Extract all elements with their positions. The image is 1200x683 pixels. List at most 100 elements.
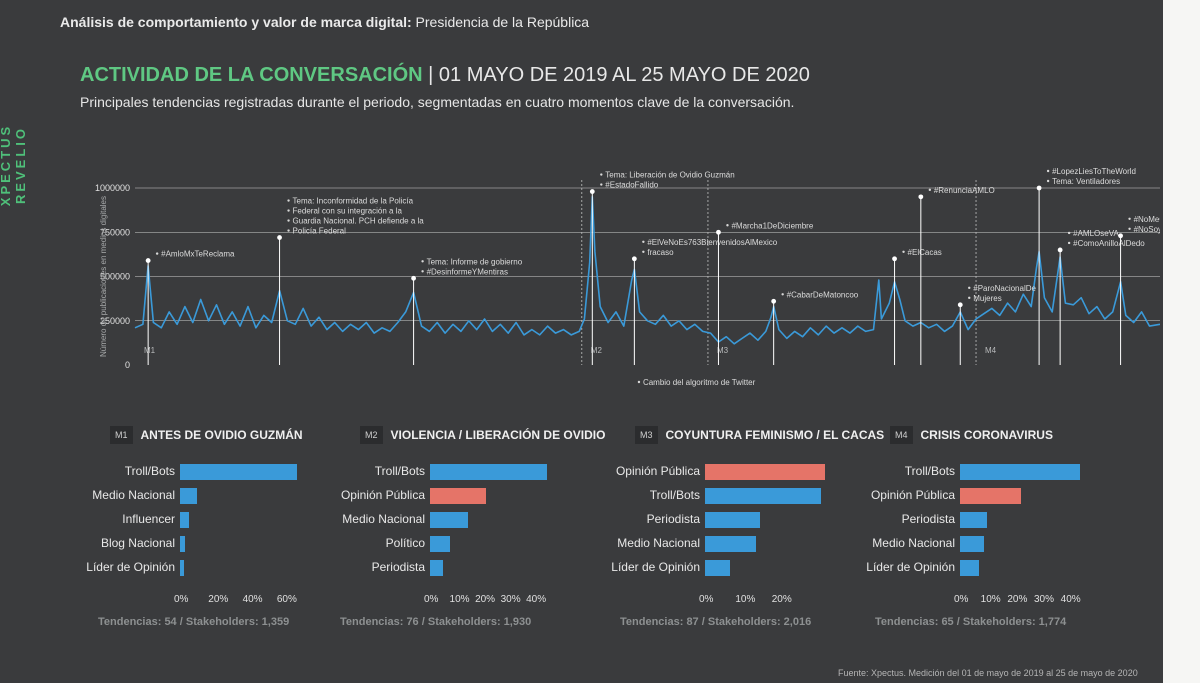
x-tick-label: 10% — [735, 594, 756, 605]
y-tick-label: 750000 — [100, 227, 130, 237]
annotation-dot — [589, 189, 595, 194]
bar-row: Periodista — [635, 510, 835, 530]
segment-tag: M4 — [985, 346, 997, 355]
bar-row: Troll/Bots — [360, 462, 560, 482]
header-rest: Presidencia de la República — [411, 14, 590, 30]
annotation-bullet — [781, 293, 784, 296]
footnote-bullet — [637, 380, 641, 384]
page-header: Análisis de comportamiento y valor de ma… — [60, 14, 589, 30]
segment-panel-m4: M4 CRISIS CORONAVIRUS Troll/Bots Opinión Pú… — [866, 424, 1160, 644]
bar-label: Opinión Pública — [615, 464, 700, 478]
panel-footer: Tendencias: 87 / Stakeholders: 2,016 — [620, 616, 811, 628]
panel-title: VIOLENCIA / LIBERACIÓN DE OVIDIO — [390, 428, 606, 442]
x-tick-label: 30% — [1034, 594, 1055, 605]
bar-label: Medio Nacional — [342, 512, 425, 526]
page-subtitle: Principales tendencias registradas duran… — [80, 94, 795, 110]
annotation-dot — [771, 298, 777, 304]
bar-label: Troll/Bots — [904, 464, 955, 478]
bar — [180, 560, 184, 576]
footer-tendencias: 65 — [941, 616, 954, 628]
annotation-dot — [1036, 185, 1042, 191]
annotation-label: Tema: Inconformidad de la Policía — [293, 197, 414, 206]
bar-row: Medio Nacional — [92, 486, 310, 506]
footer-stakeholders: 1,930 — [503, 616, 532, 628]
annotation-label: #ElCacas — [908, 248, 942, 257]
title-highlight: ACTIVIDAD DE LA CONVERSACIÓN — [80, 64, 423, 86]
bar-label: Líder de Opinión — [611, 560, 700, 574]
annotation-label: Policía Federal — [293, 227, 347, 236]
panel-title: COYUNTURA FEMINISMO / EL CACAS — [665, 428, 885, 442]
x-tick-label: 20% — [1007, 594, 1028, 605]
x-tick-label: 0% — [424, 594, 439, 605]
annotation-dot — [631, 256, 637, 262]
y-axis-label: Número de publicaciones en medios digita… — [99, 196, 108, 357]
x-tick-label: 40% — [1060, 594, 1081, 605]
footer-stakeholders: 1,359 — [261, 616, 290, 628]
footer-tendencias-label: Tendencias: — [620, 616, 687, 628]
bar-label: Opinión Pública — [870, 488, 955, 502]
annotation-bullet — [1067, 231, 1071, 235]
annotation-label: #Marcha1DeDiciembre — [731, 221, 813, 230]
annotation-label: #EstadoFallido — [605, 181, 658, 190]
panel-header: M3 COYUNTURA FEMINISMO / EL CACAS — [635, 424, 884, 446]
panel-tag: M3 — [635, 426, 658, 444]
annotation-bullet — [968, 286, 971, 290]
footer-stakeholders: 1,774 — [1038, 616, 1067, 628]
annotation-bullet — [968, 296, 971, 300]
bar — [960, 488, 1022, 504]
x-tick-label: 60% — [276, 594, 297, 605]
annotation-bullet — [1046, 179, 1050, 183]
header-bold: Análisis de comportamiento y valor de ma… — [60, 14, 412, 30]
bar-row: Troll/Bots — [110, 462, 310, 482]
panel-tag: M1 — [110, 426, 133, 444]
annotation-bullet — [642, 250, 645, 253]
footer-tendencias-label: Tendencias: — [340, 616, 407, 628]
title-rest: | 01 MAYO DE 2019 AL 25 MAYO DE 2020 — [422, 64, 810, 86]
annotation-dot — [411, 275, 416, 281]
bar — [705, 512, 760, 528]
annotation-bullet — [1067, 241, 1071, 245]
bar — [430, 488, 487, 504]
annotation-label: fracaso — [647, 248, 674, 257]
annotation-label: Federal con su integración a la — [293, 207, 403, 216]
footer-stakeholders-label: / Stakeholders: — [418, 616, 504, 628]
annotation-bullet — [928, 188, 932, 192]
brand-vertical: XPECTUS REVELIO — [0, 123, 28, 207]
bar-row: Periodista — [890, 510, 1090, 530]
page-title: ACTIVIDAD DE LA CONVERSACIÓN | 01 MAYO D… — [80, 64, 810, 87]
y-tick-label: 250000 — [100, 316, 130, 326]
panel-title: ANTES DE OVIDIO GUZMÁN — [140, 428, 303, 442]
conversation-line-chart: 1000000 750000 500000 250000 0 Número de publ… — [95, 167, 1160, 387]
panel-footer: Tendencias: 76 / Stakeholders: 1,930 — [340, 616, 531, 628]
bar-label: Periodista — [901, 512, 955, 526]
annotation-bullet — [1128, 227, 1131, 230]
bar-label: Troll/Bots — [374, 464, 425, 478]
x-tick-label: 0% — [174, 594, 189, 605]
bar-row: Político — [360, 534, 560, 554]
footer-tendencias-label: Tendencias: — [98, 616, 165, 628]
footer-stakeholders-label: / Stakeholders: — [176, 616, 262, 628]
bar — [180, 512, 189, 528]
footer-tendencias: 76 — [406, 616, 419, 628]
bar-label: Opinión Pública — [340, 488, 425, 502]
x-tick-label: 20% — [208, 594, 229, 605]
annotation-bullet — [642, 240, 645, 243]
annotation-bullet — [421, 270, 424, 273]
bar-row: Troll/Bots — [635, 486, 835, 506]
bar-row: Líder de Opinión — [866, 558, 1090, 578]
bar — [705, 464, 825, 480]
panel-header: M4 CRISIS CORONAVIRUS — [890, 424, 1053, 446]
x-tick-label: 30% — [500, 594, 521, 605]
annotation-bullet — [902, 250, 905, 253]
bar-row: Blog Nacional — [101, 534, 310, 554]
annotation-bullet — [600, 183, 603, 186]
bar-label: Blog Nacional — [100, 536, 175, 550]
bar — [430, 464, 548, 480]
bar-label: Político — [385, 536, 425, 550]
bar-row: Opinión Pública — [616, 462, 835, 482]
bar-label: Medio Nacional — [617, 536, 700, 550]
footer-tendencias-label: Tendencias: — [875, 616, 942, 628]
x-tick-label: 40% — [526, 594, 547, 605]
segment-panel-m1: M1 ANTES DE OVIDIO GUZMÁN Troll/Bots Medio … — [86, 424, 380, 644]
y-tick-label: 500000 — [100, 272, 130, 282]
